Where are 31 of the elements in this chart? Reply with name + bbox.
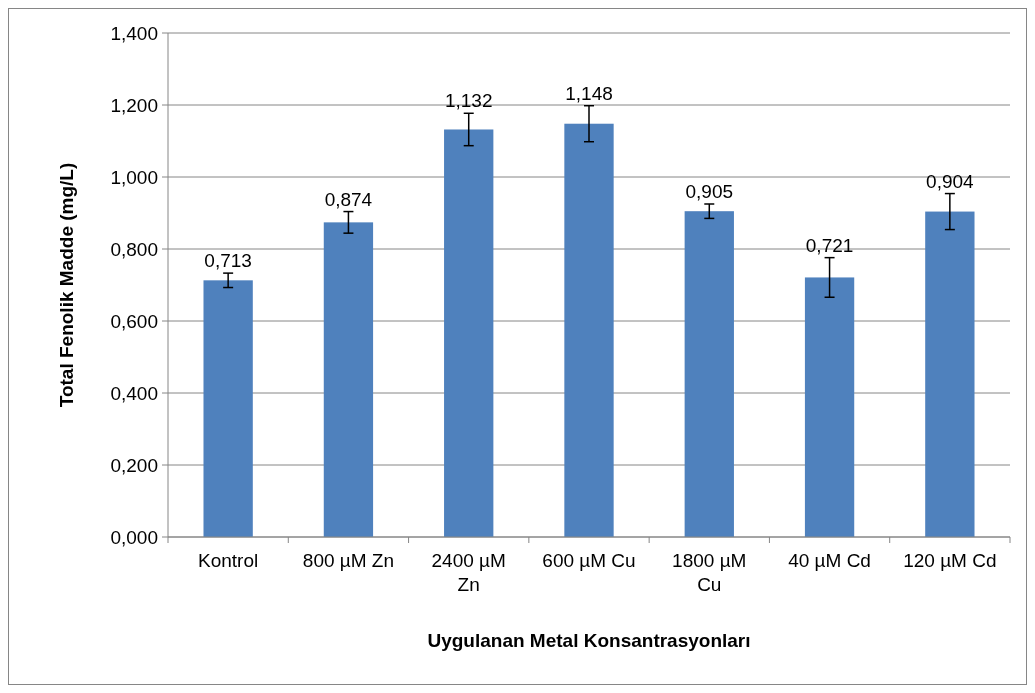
bar — [804, 277, 855, 537]
x-tick-label: 600 µM Cu — [542, 550, 636, 571]
y-tick-label: 1,000 — [110, 166, 158, 188]
y-tick-label: 0,400 — [110, 382, 158, 404]
y-tick-label: 0,600 — [110, 310, 158, 332]
y-tick-label: 1,200 — [110, 94, 158, 116]
x-tick-label: 120 µM Cd — [903, 550, 997, 571]
x-tick-label: 40 µM Cd — [788, 550, 871, 571]
bar — [925, 211, 975, 537]
y-tick-label: 1,400 — [110, 22, 158, 44]
data-label: 1,148 — [565, 82, 613, 104]
bar — [564, 123, 614, 537]
x-tick-label: 2400 µM Zn — [431, 550, 506, 595]
data-label: 0,874 — [324, 188, 373, 210]
data-label: 1,132 — [444, 90, 493, 112]
data-label: 0,905 — [685, 181, 734, 202]
bar — [323, 222, 374, 537]
bar — [203, 280, 253, 537]
x-tick-label: Kontrol — [198, 550, 259, 571]
data-label: 0,904 — [926, 170, 975, 192]
data-label: 0,721 — [805, 234, 854, 256]
bar — [444, 129, 494, 537]
y-tick-label: 0,000 — [110, 526, 158, 548]
y-tick-label: 0,800 — [110, 238, 158, 260]
x-tick-label: 800 µM Zn — [302, 550, 395, 571]
y-tick-label: 0,200 — [110, 454, 158, 476]
x-axis-title: Uygulanan Metal Konsantrasyonları — [427, 630, 751, 651]
bar — [684, 211, 734, 537]
x-tick-label: 1800 µM Cu — [672, 550, 747, 595]
data-label: 0,713 — [204, 250, 252, 272]
y-axis-title: Total Fenolik Madde (mg/L) — [56, 162, 77, 408]
